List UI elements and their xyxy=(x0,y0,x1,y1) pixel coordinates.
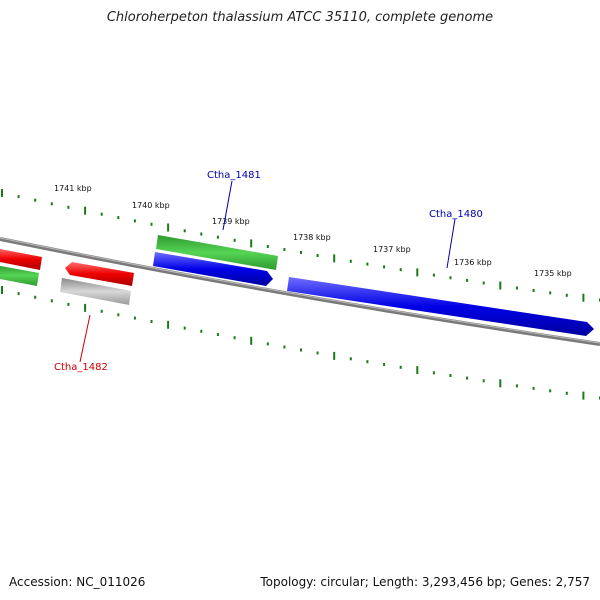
leader-line-ctha-1482 xyxy=(79,314,91,363)
gene-ctha-1481-green[interactable] xyxy=(156,235,278,270)
genome-summary: Topology: circular; Length: 3,293,456 bp… xyxy=(260,575,590,589)
tick-label-1740: 1740 kbp xyxy=(132,201,170,210)
gene-label-ctha-1482[interactable]: Ctha_1482 xyxy=(54,362,108,373)
gene-ctha-1482-red-arrow[interactable] xyxy=(65,262,134,286)
tick-label-1735: 1735 kbp xyxy=(534,269,572,278)
genome-backbone-highlight xyxy=(0,237,600,344)
inner-tick-ring xyxy=(1,286,600,400)
map-title: Chloroherpeton thalassium ATCC 35110, co… xyxy=(106,10,494,25)
tick-label-1737: 1737 kbp xyxy=(373,245,411,254)
outer-tick-ring xyxy=(1,189,600,302)
gene-ctha-1481-blue-arrow[interactable] xyxy=(153,252,273,286)
genome-backbone xyxy=(0,237,600,346)
accession-label: Accession: NC_011026 xyxy=(9,575,146,589)
gene-ctha-1480-blue-arrow[interactable] xyxy=(287,277,594,336)
gene-ctha-1483-left-red[interactable] xyxy=(0,248,42,270)
leader-line-ctha-1480 xyxy=(446,218,456,269)
tick-label-1739: 1739 kbp xyxy=(212,217,250,226)
tick-label-1738: 1738 kbp xyxy=(293,233,331,242)
tick-label-1741: 1741 kbp xyxy=(54,184,92,193)
gene-ctha-1483-left-green[interactable] xyxy=(0,265,39,286)
gene-label-ctha-1480[interactable]: Ctha_1480 xyxy=(429,209,483,220)
gene-label-ctha-1481[interactable]: Ctha_1481 xyxy=(207,170,261,181)
gene-ctha-1482-gray[interactable] xyxy=(60,278,131,305)
tick-label-1736: 1736 kbp xyxy=(454,258,492,267)
leader-line-ctha-1481 xyxy=(222,180,233,231)
